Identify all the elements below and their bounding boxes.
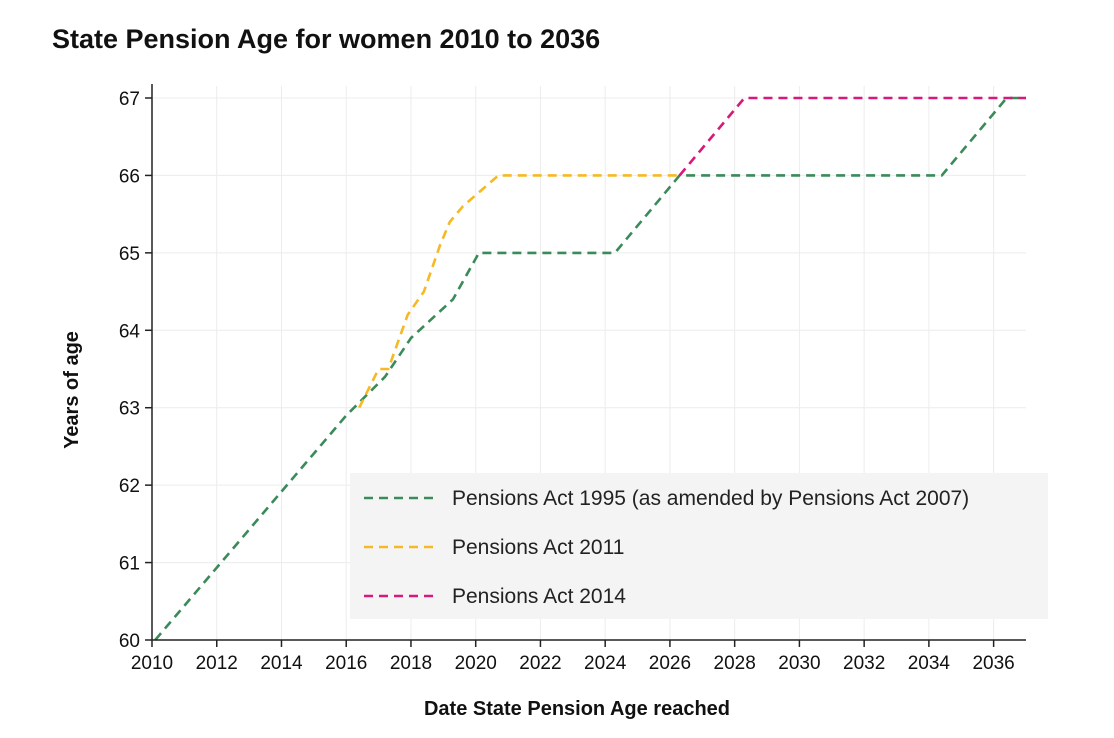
series-line-2 xyxy=(358,174,680,409)
x-tick-label: 2010 xyxy=(131,653,173,674)
legend-label-2: Pensions Act 2011 xyxy=(452,536,624,559)
series-line-3 xyxy=(678,96,1026,177)
x-tick-label: 2026 xyxy=(649,653,691,674)
chart-title: State Pension Age for women 2010 to 2036 xyxy=(52,24,601,54)
x-tick-label: 2024 xyxy=(584,653,627,674)
legend: Pensions Act 1995 (as amended by Pension… xyxy=(350,473,1048,619)
x-tick-label: 2032 xyxy=(843,653,885,674)
y-tick-label: 60 xyxy=(119,631,140,652)
x-tick-label: 2016 xyxy=(325,653,367,674)
y-tick-label: 67 xyxy=(119,89,140,110)
y-tick-label: 63 xyxy=(119,399,140,420)
x-tick-label: 2020 xyxy=(455,653,497,674)
x-tick-label: 2022 xyxy=(519,653,561,674)
x-tick-label: 2036 xyxy=(972,653,1014,674)
x-tick-label: 2014 xyxy=(260,653,303,674)
x-tick-label: 2018 xyxy=(390,653,432,674)
legend-label-3: Pensions Act 2014 xyxy=(452,585,626,608)
y-tick-label: 66 xyxy=(119,166,140,187)
x-tick-label: 2012 xyxy=(196,653,238,674)
x-tick-label: 2034 xyxy=(908,653,951,674)
x-tick-label: 2028 xyxy=(714,653,756,674)
x-axis-title: Date State Pension Age reached xyxy=(424,698,730,720)
series-line-1 xyxy=(154,96,1026,641)
x-tick-label: 2030 xyxy=(778,653,820,674)
series-layer xyxy=(154,96,1026,641)
y-tick-label: 62 xyxy=(119,476,140,497)
y-tick-label: 65 xyxy=(119,244,140,265)
legend-box xyxy=(350,473,1048,619)
y-axis-title: Years of age xyxy=(61,331,83,449)
y-tick-label: 61 xyxy=(119,554,140,575)
legend-label-1: Pensions Act 1995 (as amended by Pension… xyxy=(452,487,969,510)
axis-layer: 60 61 62 63 64 65 66 67 2010 2012 2014 2016 2018 2020… xyxy=(119,84,1026,674)
y-tick-label: 64 xyxy=(119,321,141,342)
